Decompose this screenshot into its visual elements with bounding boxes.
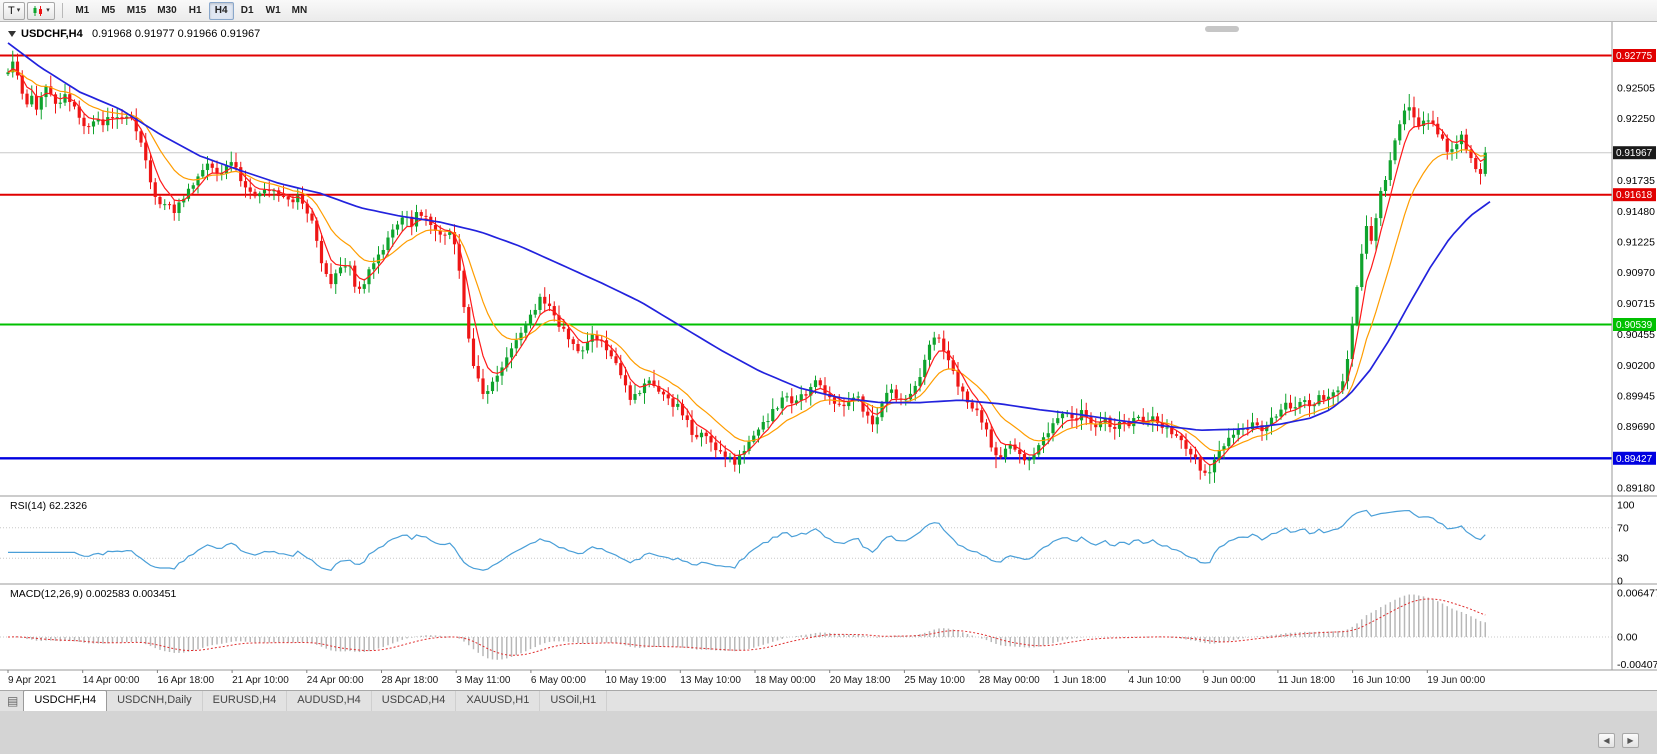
chevron-down-icon: ▾ xyxy=(46,7,50,14)
timeframe-button-h1[interactable]: H1 xyxy=(183,2,208,20)
tab-xauusd-h1[interactable]: XAUUSD,H1 xyxy=(456,691,541,711)
time-axis-label: 9 Apr 2021 xyxy=(8,675,57,686)
tab-usdcad-h4[interactable]: USDCAD,H4 xyxy=(372,691,457,711)
tab-usdchf-h4[interactable]: USDCHF,H4 xyxy=(23,690,108,711)
time-axis-label: 19 Jun 00:00 xyxy=(1427,675,1485,686)
chart-title: USDCHF,H4 xyxy=(21,28,84,40)
level-price-label-text: 0.91618 xyxy=(1616,190,1653,201)
time-axis-label: 20 May 18:00 xyxy=(830,675,891,686)
macd-signal-line xyxy=(7,598,1486,656)
price-tick-label: 0.91225 xyxy=(1617,236,1655,248)
bottom-strip: ◀ ▶ xyxy=(0,711,1657,754)
timeframe-button-h4[interactable]: H4 xyxy=(208,1,234,20)
timeframe-button-mn[interactable]: MN xyxy=(287,2,313,20)
rsi-tick-label: 30 xyxy=(1617,553,1629,565)
time-axis-label: 9 Jun 00:00 xyxy=(1203,675,1256,686)
level-price-label-text: 0.92775 xyxy=(1616,51,1653,62)
price-tick-label: 0.89180 xyxy=(1617,482,1655,494)
timeframe-button-m15[interactable]: M15 xyxy=(122,2,151,20)
chevron-down-icon: ▾ xyxy=(16,7,21,14)
toolbar-separator xyxy=(61,3,63,18)
level-price-label-text: 0.90539 xyxy=(1616,320,1653,331)
time-axis-label: 14 Apr 00:00 xyxy=(83,675,140,686)
candles[interactable] xyxy=(6,50,1487,484)
rsi-label: RSI(14) 62.2326 xyxy=(10,500,87,512)
ma-medium-line xyxy=(7,70,1486,452)
chart-quote: 0.91968 0.91977 0.91966 0.91967 xyxy=(92,28,260,40)
price-tick-label: 0.90970 xyxy=(1617,267,1655,279)
time-axis-label: 6 May 00:00 xyxy=(531,675,586,686)
price-tick-label: 0.90200 xyxy=(1617,360,1655,372)
price-tick-label: 0.91735 xyxy=(1617,175,1655,187)
time-axis-label: 21 Apr 10:00 xyxy=(232,675,289,686)
time-axis-label: 4 Jun 10:00 xyxy=(1129,675,1182,686)
macd-tick-label: -0.004073 xyxy=(1617,659,1657,671)
one-click-trading-toggle[interactable] xyxy=(8,31,16,37)
ma-slow-line xyxy=(7,42,1491,432)
text-tool-button[interactable]: T ▾ xyxy=(3,1,26,20)
tab-scroll-left-button[interactable]: ◀ xyxy=(1598,733,1615,748)
macd-label: MACD(12,26,9) 0.002583 0.003451 xyxy=(10,588,177,600)
time-axis-label: 28 May 00:00 xyxy=(979,675,1040,686)
timeframe-button-d1[interactable]: D1 xyxy=(235,2,260,20)
price-tick-label: 0.91480 xyxy=(1617,206,1655,218)
tab-usoil-h1[interactable]: USOil,H1 xyxy=(540,691,608,711)
level-price-label xyxy=(1613,451,1656,465)
level-price-label xyxy=(1613,188,1656,202)
text-tool-label: T xyxy=(8,4,15,17)
time-axis-label: 16 Jun 10:00 xyxy=(1353,675,1411,686)
price-tick-label: 0.92505 xyxy=(1617,82,1655,94)
timeframe-button-m30[interactable]: M30 xyxy=(152,2,181,20)
macd-tick-label: 0.00 xyxy=(1617,631,1638,643)
ma-fast-line xyxy=(7,68,1486,466)
time-axis-label: 3 May 11:00 xyxy=(456,675,511,686)
current-price-label xyxy=(1613,146,1656,160)
price-tick-label: 0.90715 xyxy=(1617,298,1655,310)
macd-tick-label: 0.006477 xyxy=(1617,588,1657,600)
tab-usdcnh-daily[interactable]: USDCNH,Daily xyxy=(107,691,203,711)
time-axis-label: 10 May 19:00 xyxy=(606,675,667,686)
rsi-tick-label: 70 xyxy=(1617,522,1629,534)
macd-histogram xyxy=(12,594,1486,660)
chart-area[interactable]: 0.92505 0.92250 0.91735 0.91480 0.91225 0.909… xyxy=(0,22,1657,690)
level-price-label-text: 0.89427 xyxy=(1616,454,1653,465)
price-tick-label: 0.92250 xyxy=(1617,113,1655,125)
chart-tools-icon xyxy=(32,5,44,17)
price-tick-label: 0.90455 xyxy=(1617,329,1655,341)
time-axis-label: 11 Jun 18:00 xyxy=(1278,675,1336,686)
time-axis-label: 25 May 10:00 xyxy=(904,675,965,686)
top-toolbar: T ▾ ▾ M1 M5 M15 M30 H1 H4 D1 W1 MN xyxy=(0,0,1657,22)
chart-tools-button[interactable]: ▾ xyxy=(27,1,55,20)
timeframe-button-m5[interactable]: M5 xyxy=(96,2,121,20)
chart-tabs: USDCHF,H4 USDCNH,Daily EURUSD,H4 AUDUSD,H4 U… xyxy=(23,690,608,711)
timeframe-group: M1 M5 M15 M30 H1 H4 D1 W1 MN xyxy=(70,1,313,20)
price-tick-label: 0.89690 xyxy=(1617,421,1655,433)
time-axis-label: 1 Jun 18:00 xyxy=(1054,675,1107,686)
time-axis-label: 28 Apr 18:00 xyxy=(382,675,439,686)
price-chart[interactable]: 0.92505 0.92250 0.91735 0.91480 0.91225 0.909… xyxy=(0,22,1657,690)
tab-scroll-right-button[interactable]: ▶ xyxy=(1622,733,1639,748)
current-price-label-text: 0.91967 xyxy=(1616,148,1653,159)
level-price-label xyxy=(1613,49,1656,63)
chart-tabbar: ▤ USDCHF,H4 USDCNH,Daily EURUSD,H4 AUDUSD,H… xyxy=(0,690,1657,711)
rsi-tick-label: 100 xyxy=(1617,499,1635,511)
rsi-tick-label: 0 xyxy=(1617,576,1623,588)
time-axis-label: 16 Apr 18:00 xyxy=(157,675,214,686)
time-axis-label: 24 Apr 00:00 xyxy=(307,675,364,686)
tab-eurusd-h4[interactable]: EURUSD,H4 xyxy=(203,691,288,711)
price-tick-label: 0.89945 xyxy=(1617,390,1655,402)
timeframe-button-w1[interactable]: W1 xyxy=(261,2,286,20)
chart-hscroll-thumb[interactable] xyxy=(1205,26,1239,32)
level-price-label xyxy=(1613,317,1656,331)
timeframe-button-m1[interactable]: M1 xyxy=(70,2,95,20)
tab-audusd-h4[interactable]: AUDUSD,H4 xyxy=(287,691,372,711)
time-axis-label: 13 May 10:00 xyxy=(680,675,741,686)
rsi-line xyxy=(8,509,1486,571)
time-axis-label: 18 May 00:00 xyxy=(755,675,816,686)
chart-list-icon[interactable]: ▤ xyxy=(7,694,19,708)
